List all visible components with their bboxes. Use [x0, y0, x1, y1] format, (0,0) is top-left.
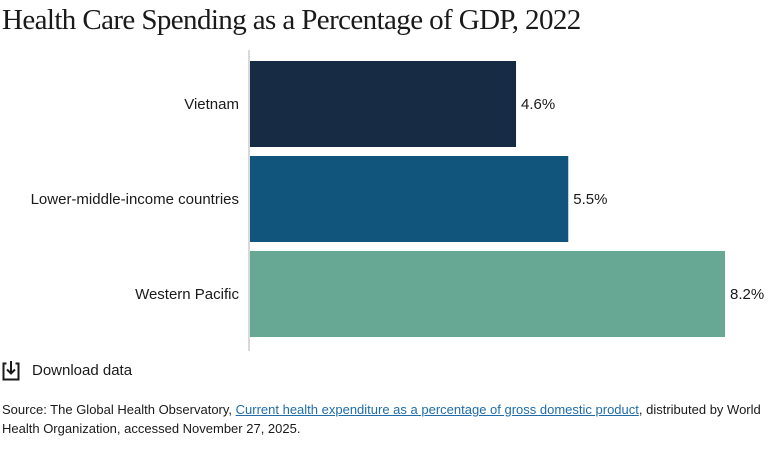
bar-vietnam[interactable]	[250, 61, 517, 147]
bar-lower-middle-income-countries[interactable]	[250, 156, 569, 242]
download-icon	[2, 361, 20, 381]
value-label-western-pacific: 8.2%	[730, 286, 764, 303]
source-note: Source: The Global Health Observatory, C…	[2, 400, 778, 438]
bar-western-pacific[interactable]	[250, 251, 725, 337]
bar-chart: Vietnam 4.6% Lower-middle-income countries…	[31, 50, 764, 351]
category-label-western-pacific: Western Pacific	[135, 286, 239, 303]
category-label-vietnam: Vietnam	[184, 96, 239, 113]
source-suffix: , distributed by World Health Organizati…	[2, 402, 761, 436]
value-label-vietnam: 4.6%	[521, 96, 555, 113]
source-link[interactable]: Current health expenditure as a percenta…	[235, 402, 639, 417]
bars-group: Vietnam 4.6% Lower-middle-income countries…	[31, 61, 764, 337]
download-label: Download data	[32, 362, 133, 379]
value-label-lower-middle-income-countries: 5.5%	[573, 191, 607, 208]
category-label-lower-middle-income-countries: Lower-middle-income countries	[31, 191, 239, 208]
source-prefix: Source: The Global Health Observatory,	[2, 402, 236, 417]
download-data-button[interactable]: Download data	[1, 360, 132, 381]
chart-title: Health Care Spending as a Percentage of …	[2, 4, 581, 36]
